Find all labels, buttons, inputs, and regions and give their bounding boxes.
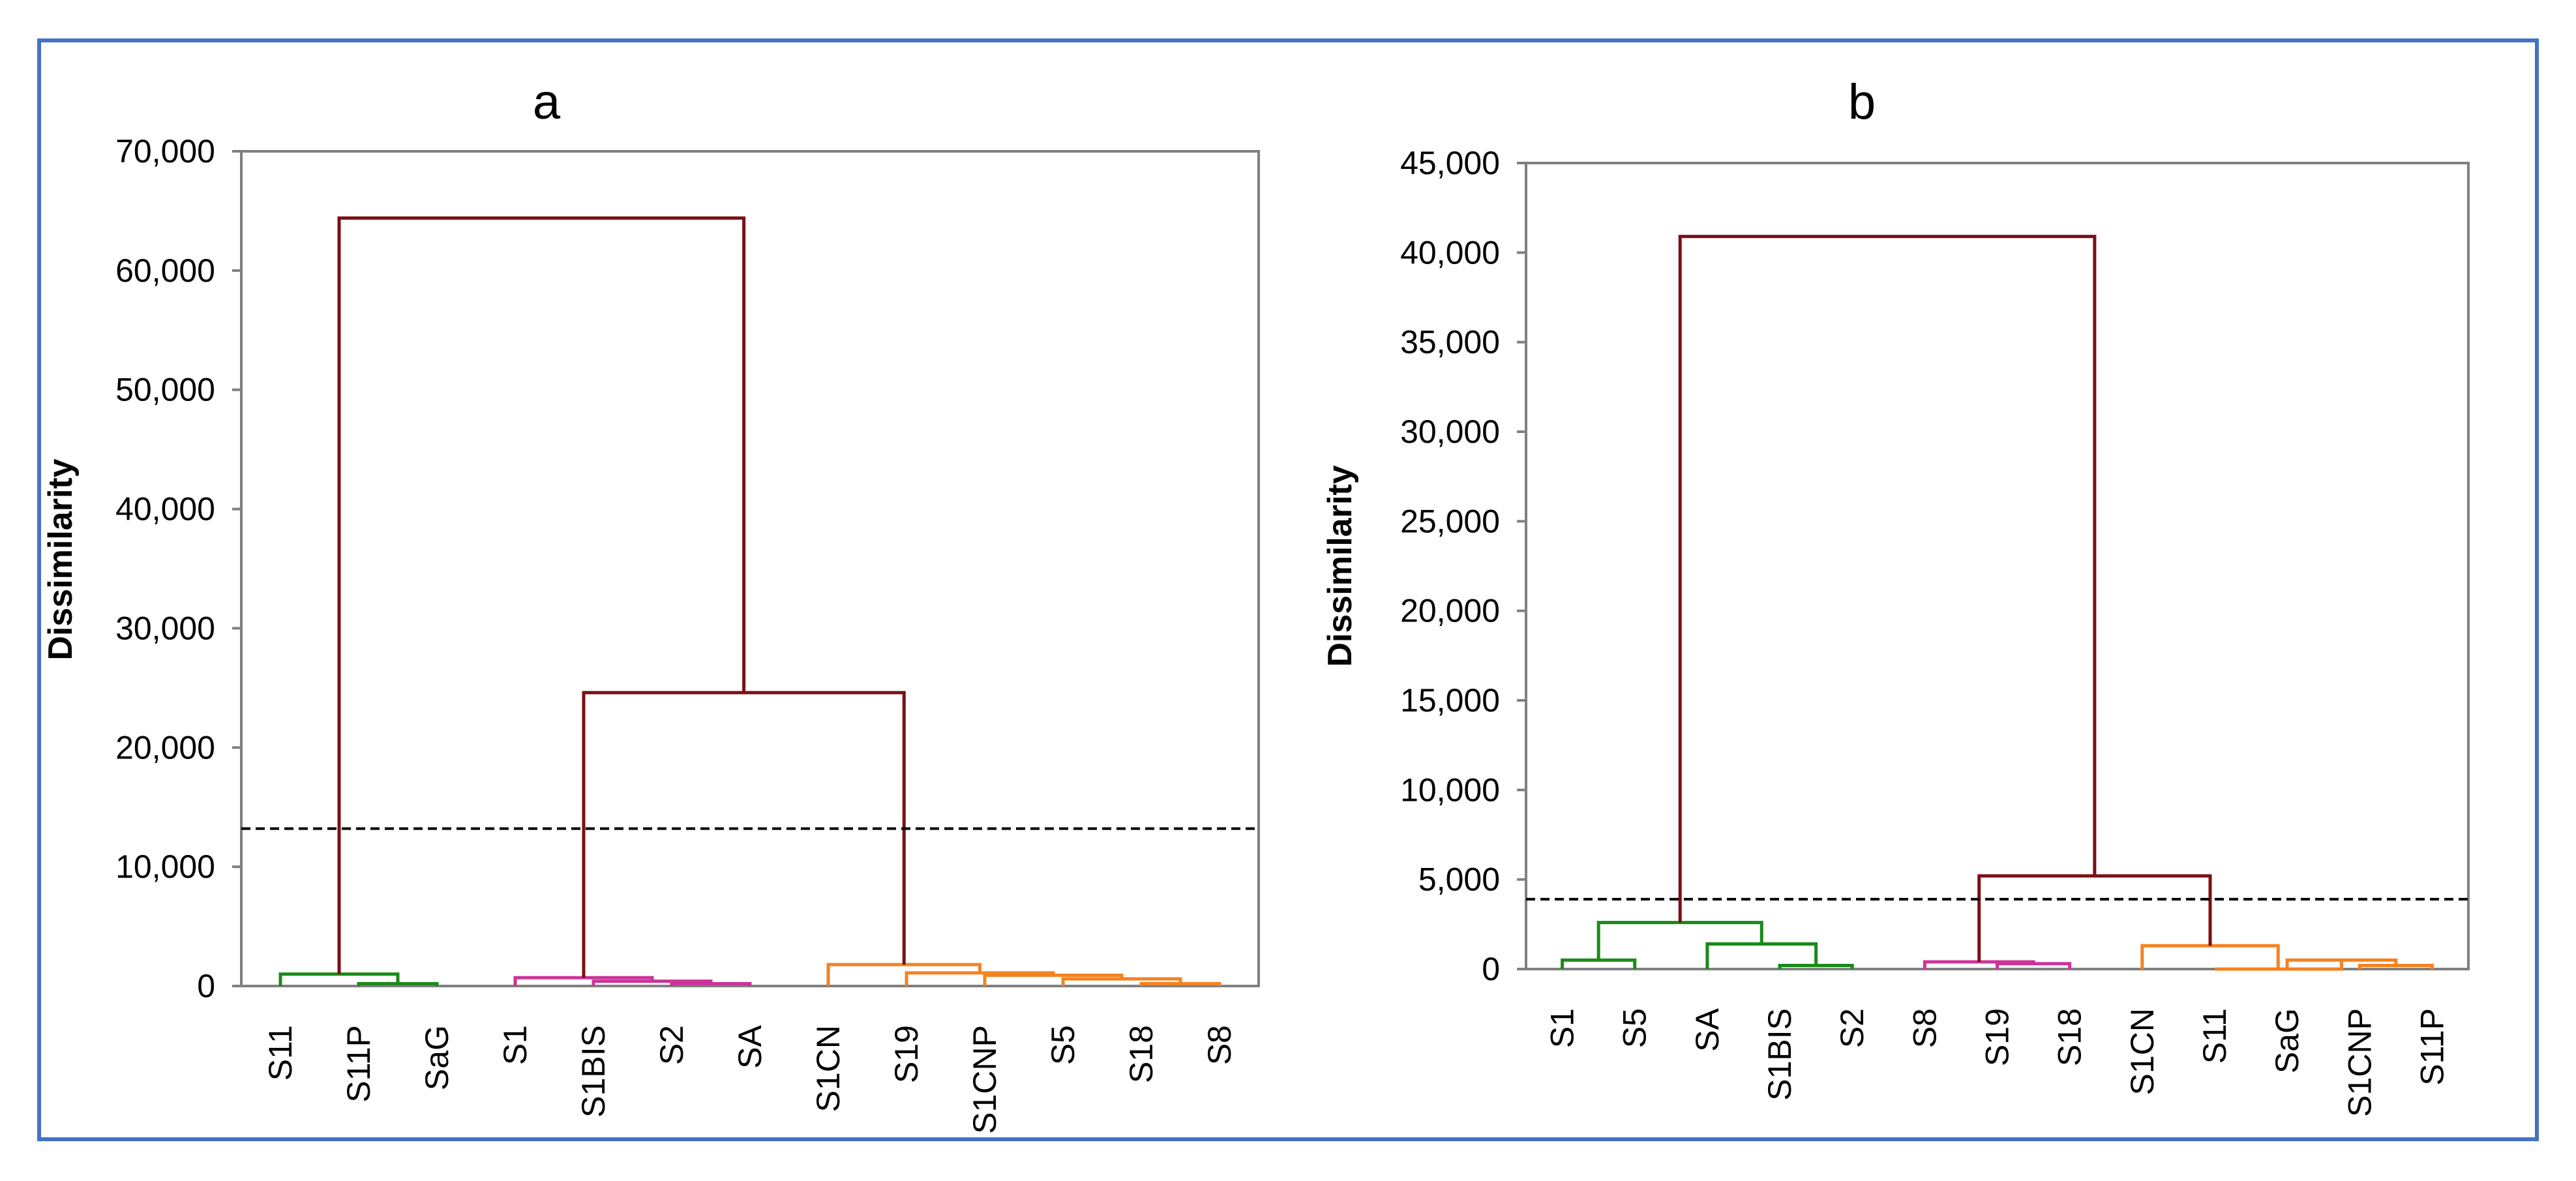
y-tick-label: 35,000: [1400, 324, 1500, 361]
leaf-label: S1CN: [2124, 1008, 2161, 1095]
leaf-label: SaG: [2269, 1008, 2305, 1073]
leaf-label: S1BIS: [1761, 1008, 1798, 1101]
dendrogram-link-trunk: [337, 216, 746, 974]
figure-border: [37, 38, 2539, 1141]
dendrogram-link-green: [1705, 942, 1818, 969]
y-tick-label: 10,000: [115, 848, 215, 885]
leaf-label: S19: [1979, 1008, 2016, 1066]
y-tick-label: 30,000: [1400, 413, 1500, 450]
dendrogram-link-green: [1778, 964, 1854, 969]
leaf-label: S1BIS: [575, 1025, 612, 1118]
leaf-label: S1: [1544, 1008, 1581, 1048]
leaf-label: S1CNP: [966, 1025, 1003, 1134]
dendrogram-link-orange: [905, 971, 1055, 986]
dendrogram-link-orange: [2358, 964, 2434, 969]
leaf-label: S5: [1617, 1008, 1653, 1048]
y-tick-label: 0: [1482, 951, 1500, 987]
y-tick-label: 25,000: [1400, 503, 1500, 539]
y-tick-label: 45,000: [1400, 145, 1500, 181]
y-tick-label: 50,000: [115, 372, 215, 408]
leaf-label: S19: [888, 1025, 925, 1083]
leaf-label: S5: [1045, 1025, 1081, 1065]
dendrogram-link-trunk: [1678, 235, 2097, 923]
y-tick-label: 10,000: [1400, 771, 1500, 808]
y-tick-label: 15,000: [1400, 682, 1500, 719]
panel-label-b: b: [1848, 74, 1876, 130]
leaf-label: SA: [732, 1024, 768, 1068]
leaf-label: S8: [1201, 1025, 1238, 1065]
y-tick-label: 40,000: [115, 491, 215, 528]
leaf-label: S2: [653, 1025, 690, 1065]
leaf-label: S1CN: [810, 1025, 846, 1112]
dendrogram-link-green: [1596, 921, 1763, 961]
dendrogram-link-orange: [1061, 977, 1182, 986]
y-tick-label: 30,000: [115, 610, 215, 646]
leaf-label: SA: [1689, 1008, 1726, 1051]
y-tick-label: 40,000: [1400, 234, 1500, 271]
leaf-label: S11P: [340, 1025, 377, 1103]
dendrogram-panel-a: a Dissimilarity 0 10,000 20,000 30,000 40,00…: [42, 74, 1260, 1134]
dendrogram-panel-b: b Dissimilarity 0 5,000 10,000 15,000 20,000…: [1321, 74, 2470, 1117]
leaf-label: S11: [2196, 1008, 2233, 1064]
dendrogram-link-orange: [826, 963, 981, 986]
leaf-label: S8: [1906, 1008, 1943, 1048]
leaf-label: S1CNP: [2341, 1008, 2378, 1117]
leaf-label: S1: [497, 1025, 533, 1065]
y-axis-label-b: Dissimilarity: [1321, 465, 1359, 666]
leaf-label: S18: [1123, 1025, 1160, 1083]
panel-label-a: a: [533, 74, 561, 130]
dendrogram-link-green: [1561, 958, 1637, 969]
leaf-label: S11: [262, 1025, 299, 1081]
y-axis-label-a: Dissimilarity: [42, 458, 80, 660]
leaf-label: SaG: [419, 1025, 455, 1090]
dendrogram-link-orange: [2214, 960, 2343, 971]
y-tick-label: 20,000: [1400, 593, 1500, 629]
y-tick-label: 0: [197, 968, 215, 1004]
y-tick-label: 60,000: [115, 252, 215, 289]
y-tick-label: 70,000: [115, 133, 215, 170]
leaf-label: S18: [2052, 1008, 2088, 1066]
y-tick-label: 20,000: [115, 729, 215, 766]
leaf-label: S11P: [2414, 1008, 2450, 1086]
y-tick-label: 5,000: [1418, 861, 1500, 898]
leaf-label: S2: [1834, 1008, 1870, 1048]
dendrogram-link-magenta: [592, 979, 713, 986]
